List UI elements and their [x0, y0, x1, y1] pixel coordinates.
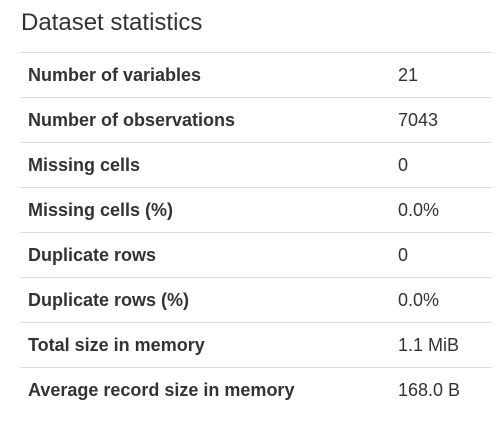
- statistics-table: Number of variables 21 Number of observa…: [20, 52, 492, 413]
- stat-value: 7043: [390, 97, 492, 143]
- stat-value: 0.0%: [390, 277, 492, 323]
- table-row: Number of observations 7043: [20, 97, 492, 143]
- stat-label: Missing cells (%): [20, 187, 390, 233]
- stat-value: 0.0%: [390, 187, 492, 233]
- stat-label: Number of observations: [20, 97, 390, 143]
- table-row: Average record size in memory 168.0 B: [20, 367, 492, 413]
- stat-label: Duplicate rows: [20, 232, 390, 278]
- dataset-statistics-panel: Dataset statistics Number of variables 2…: [20, 0, 492, 413]
- stat-label: Missing cells: [20, 142, 390, 188]
- table-row: Missing cells 0: [20, 142, 492, 188]
- stat-value: 168.0 B: [390, 367, 492, 413]
- table-row: Missing cells (%) 0.0%: [20, 187, 492, 233]
- table-row: Duplicate rows 0: [20, 232, 492, 278]
- stat-label: Duplicate rows (%): [20, 277, 390, 323]
- stat-value: 1.1 MiB: [390, 322, 492, 368]
- stat-label: Average record size in memory: [20, 367, 390, 413]
- stat-value: 0: [390, 142, 492, 188]
- section-title: Dataset statistics: [21, 9, 203, 36]
- stat-label: Total size in memory: [20, 322, 390, 368]
- stat-value: 21: [390, 52, 492, 98]
- stat-label: Number of variables: [20, 52, 390, 98]
- table-row: Number of variables 21: [20, 52, 492, 98]
- table-row: Duplicate rows (%) 0.0%: [20, 277, 492, 323]
- table-row: Total size in memory 1.1 MiB: [20, 322, 492, 368]
- stat-value: 0: [390, 232, 492, 278]
